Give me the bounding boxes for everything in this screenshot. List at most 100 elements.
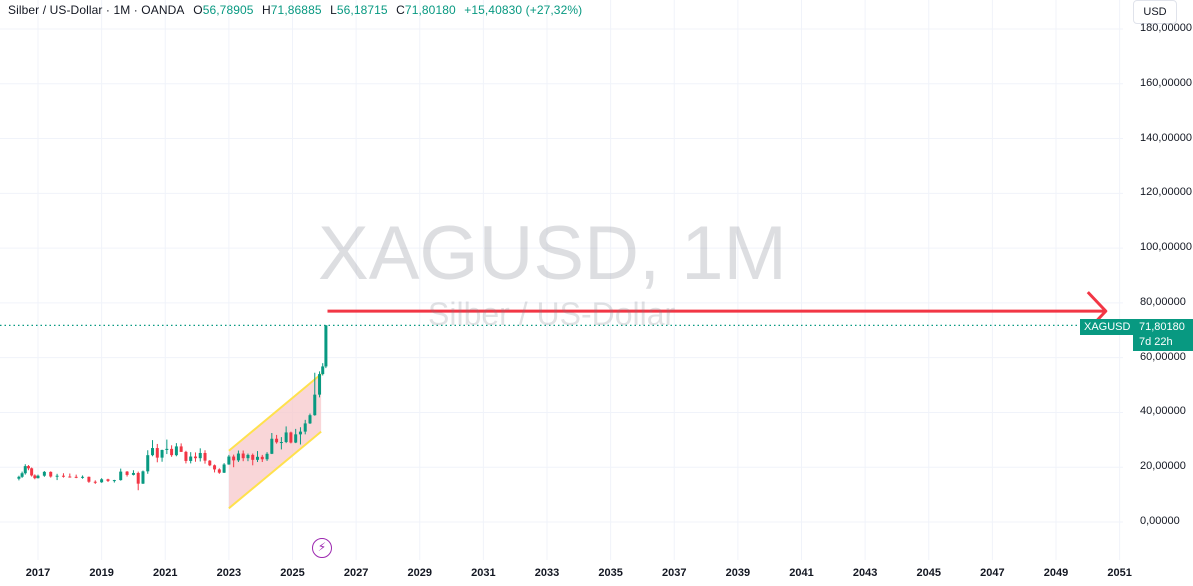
candle-body xyxy=(74,476,78,478)
price-axis-label: 80,00000 xyxy=(1140,295,1186,308)
candle-body xyxy=(270,438,274,454)
candle-body xyxy=(321,366,325,375)
candle xyxy=(318,371,322,398)
time-axis-label: 2035 xyxy=(598,567,623,579)
candle-body xyxy=(189,456,193,461)
candle xyxy=(208,460,212,467)
candle-body xyxy=(155,448,159,458)
time-axis-label: 2031 xyxy=(471,567,496,579)
candle-body xyxy=(236,453,240,461)
candle-body xyxy=(256,456,260,460)
candle-body xyxy=(93,481,97,483)
symbol-price-tag: XAGUSD xyxy=(1080,319,1135,335)
high-value: 71,86885 xyxy=(270,3,322,17)
low-value: 56,18715 xyxy=(336,3,388,17)
candle xyxy=(193,452,197,462)
time-axis-label: 2021 xyxy=(153,567,178,579)
time-axis-label: 2027 xyxy=(343,567,369,579)
candle xyxy=(61,473,65,478)
candle xyxy=(23,464,27,475)
symbol-watermark: XAGUSD, 1M xyxy=(318,211,787,296)
bar-countdown: 7d 22h xyxy=(1139,336,1173,348)
candle-body xyxy=(227,456,231,465)
candle-body xyxy=(119,471,123,481)
price-axis-label: 60,00000 xyxy=(1140,350,1186,363)
candle xyxy=(198,448,202,462)
candle-body xyxy=(265,453,269,460)
price-axis-label: 120,00000 xyxy=(1140,186,1192,199)
candle xyxy=(160,449,164,462)
candle-body xyxy=(284,432,288,443)
time-axis-label: 2023 xyxy=(216,567,242,579)
candle xyxy=(203,450,207,464)
low-label: L xyxy=(330,3,337,17)
candle-body xyxy=(146,455,150,472)
candle xyxy=(294,428,298,444)
candle-body xyxy=(61,475,65,477)
candle xyxy=(136,471,140,491)
candle xyxy=(217,468,221,474)
candle xyxy=(100,478,104,483)
candle-body xyxy=(30,468,34,476)
candle xyxy=(189,452,193,464)
candle-body xyxy=(49,471,53,477)
candle-body xyxy=(151,448,155,456)
close-value: 71,80180 xyxy=(404,3,456,17)
candle-body xyxy=(179,446,183,452)
trend-channel-drawing[interactable] xyxy=(228,373,322,510)
price-axis-label: 100,00000 xyxy=(1140,241,1192,254)
candle xyxy=(55,473,59,481)
candle-body xyxy=(222,464,226,473)
candle xyxy=(36,474,40,479)
time-axis-label: 2045 xyxy=(916,567,941,579)
candle xyxy=(146,450,150,474)
candle xyxy=(236,450,240,463)
candle xyxy=(246,453,250,462)
candle xyxy=(289,431,293,444)
candle xyxy=(106,478,110,483)
time-axis-label: 2029 xyxy=(407,567,432,579)
candle xyxy=(308,413,312,424)
candle-body xyxy=(125,471,129,475)
candle-body xyxy=(26,466,30,469)
candle-body xyxy=(17,476,21,479)
candle xyxy=(321,363,325,376)
change-value: +15,40830 (+27,32%) xyxy=(464,3,583,17)
candle-body xyxy=(198,452,202,459)
candle-body xyxy=(208,460,212,466)
price-axis-label: 140,00000 xyxy=(1140,131,1192,144)
candle-body xyxy=(141,471,145,484)
candle xyxy=(33,474,37,480)
candle xyxy=(227,454,231,465)
candle xyxy=(260,454,264,463)
candle xyxy=(265,452,269,461)
candle xyxy=(119,468,123,481)
candle xyxy=(170,445,174,457)
symbol-legend[interactable]: Silber / US-Dollar · 1M · OANDA O56,7890… xyxy=(8,3,582,17)
candle xyxy=(241,450,245,462)
currency-button[interactable]: USD xyxy=(1133,0,1177,24)
candle xyxy=(42,471,46,477)
candle-body xyxy=(217,469,221,473)
candle-body xyxy=(160,449,164,458)
candle xyxy=(26,465,30,471)
candle xyxy=(270,432,274,455)
candle xyxy=(324,325,328,369)
last-price-tag: 71,80180 7d 22h xyxy=(1133,319,1193,351)
candle-body xyxy=(174,446,178,456)
candle xyxy=(303,419,307,435)
lightning-icon[interactable]: ⚡︎ xyxy=(312,538,332,558)
candle-body xyxy=(213,465,217,470)
candle-body xyxy=(203,452,207,461)
candle-body xyxy=(241,453,245,459)
candle xyxy=(165,439,169,455)
candle xyxy=(256,451,260,463)
candle-body xyxy=(106,479,110,481)
time-axis-label: 2049 xyxy=(1043,567,1069,579)
price-axis-label: 40,00000 xyxy=(1140,405,1186,418)
candle-body xyxy=(294,434,298,443)
candle xyxy=(313,372,317,416)
candle xyxy=(151,440,155,457)
candle xyxy=(279,437,283,450)
